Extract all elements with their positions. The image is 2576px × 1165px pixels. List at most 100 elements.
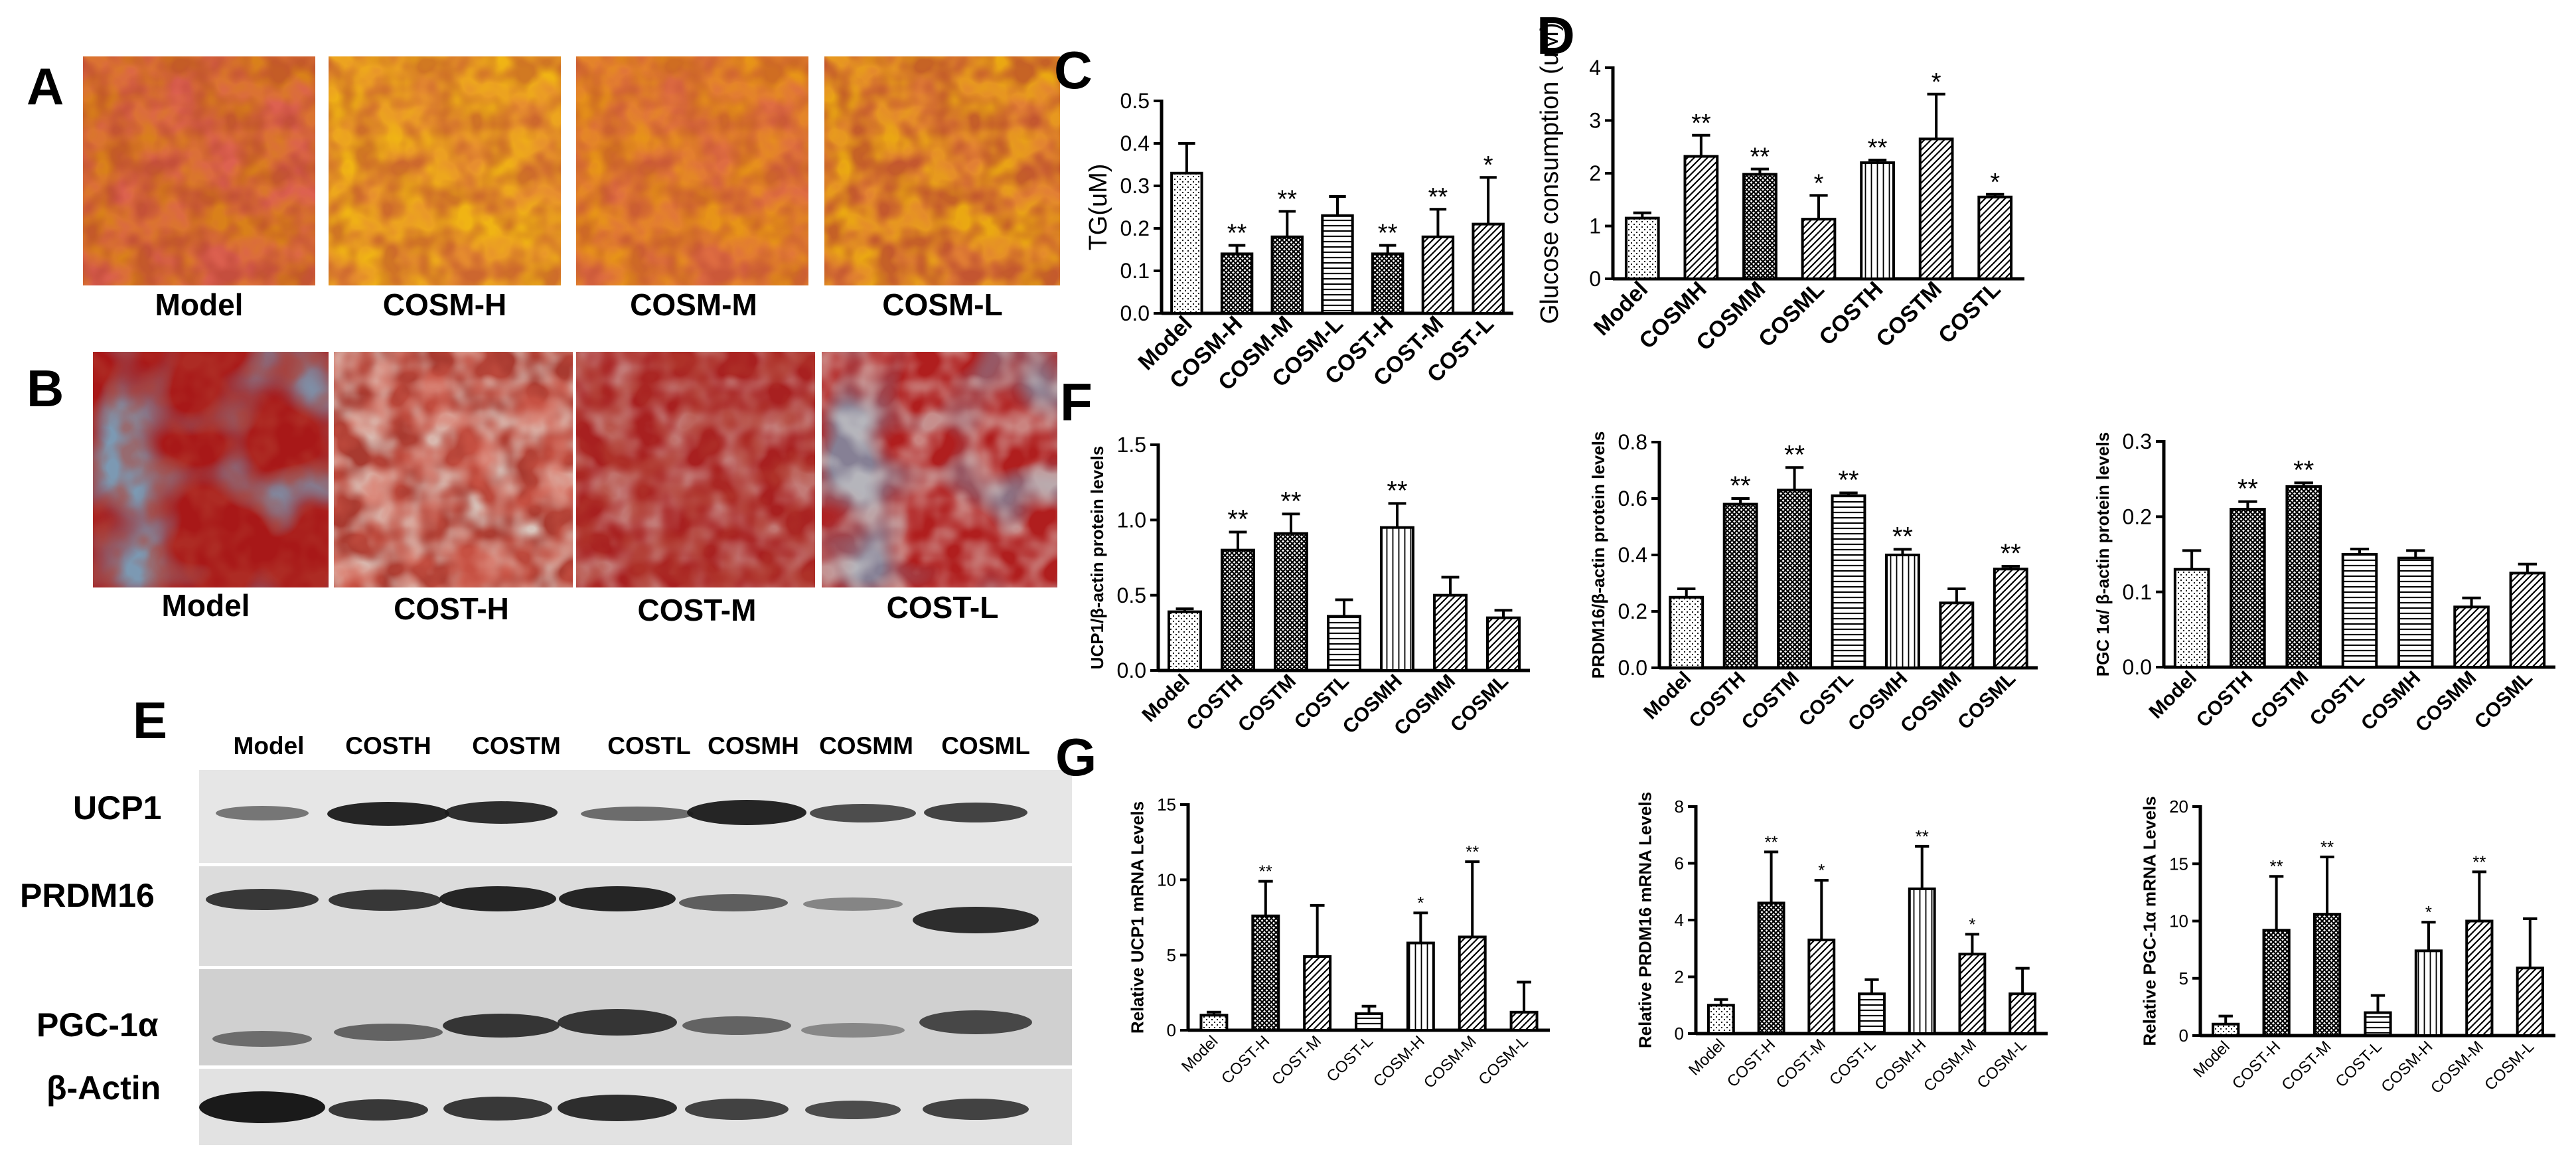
chart-c-tg: 0.00.10.20.30.40.5TG(uM)Model**COSM-H**C… <box>1085 89 1513 396</box>
significance-label: ** <box>1387 476 1407 505</box>
x-category-label: COST-H <box>1218 1032 1273 1087</box>
x-category-label: Model <box>2145 667 2201 724</box>
bar <box>2212 1022 2240 1037</box>
bar <box>1722 503 1758 669</box>
bar <box>1458 935 1487 1032</box>
significance-label: ** <box>1764 832 1778 852</box>
significance-label: ** <box>1227 505 1248 534</box>
bar <box>1303 955 1332 1032</box>
bar <box>2397 556 2434 668</box>
y-tick-label: 0.3 <box>1120 174 1150 198</box>
y-axis-label: Relative PRDM16 mRNA Levels <box>1635 792 1655 1048</box>
bar <box>1939 601 1975 669</box>
significance-label: ** <box>1378 220 1398 248</box>
lane-label-5: COSMH <box>708 732 799 759</box>
y-tick-label: 0 <box>2179 1026 2188 1046</box>
x-category-label: COSM-L <box>1973 1036 2030 1092</box>
micrograph-b-cost-m <box>576 352 815 587</box>
bar <box>2008 992 2037 1035</box>
caption-b-4: COST-L <box>886 590 999 625</box>
bar <box>2465 919 2494 1037</box>
y-tick-label: 0.0 <box>1618 656 1647 680</box>
x-category-label: COSML <box>1953 668 2020 734</box>
significance-label: ** <box>1466 842 1479 862</box>
x-category-label: COSTM <box>1871 277 1947 352</box>
x-category-label: COSMM <box>1896 668 1966 738</box>
bar <box>2509 572 2546 669</box>
bar <box>2364 1011 2392 1037</box>
bar <box>1801 218 1837 280</box>
significance-label: * <box>1483 151 1493 179</box>
x-category-label: Model <box>1685 1036 1728 1079</box>
y-tick-label: 0 <box>1167 1020 1176 1040</box>
x-category-label: COSTL <box>1933 277 2005 349</box>
panel-label-f: F <box>1060 372 1093 431</box>
caption-b-3: COST-M <box>637 593 757 627</box>
bar <box>1958 953 1987 1035</box>
significance-label: * <box>1932 68 1941 96</box>
y-tick-label: 0.0 <box>1120 301 1150 325</box>
x-category-label: Model <box>2190 1038 2233 1081</box>
bar <box>1486 616 1521 672</box>
bar <box>1274 532 1308 672</box>
significance-label: ** <box>1838 466 1858 495</box>
y-tick-label: 5 <box>2179 969 2188 988</box>
micrograph-b-cost-h <box>334 352 573 587</box>
x-category-label: COSM-M <box>2427 1038 2487 1097</box>
x-category-label: COST-H <box>2229 1038 2284 1093</box>
bar <box>1421 235 1455 315</box>
x-category-label: COSTM <box>1234 670 1300 737</box>
y-tick-label: 15 <box>2169 854 2188 874</box>
y-axis-label: PGC 1α/ β-actin protein levels <box>2093 432 2113 677</box>
y-tick-label: 0.2 <box>1120 216 1150 240</box>
y-tick-label: 0.3 <box>2123 429 2152 453</box>
x-category-label: COSTH <box>2192 667 2257 732</box>
y-tick-label: 4 <box>1675 910 1684 930</box>
significance-label: ** <box>2472 852 2486 872</box>
bar <box>1472 222 1505 315</box>
panel-label-e: E <box>133 691 168 749</box>
y-axis-label: Relative UCP1 mRNA Levels <box>1127 801 1147 1034</box>
significance-label: ** <box>2270 856 2283 876</box>
y-tick-label: 10 <box>1157 870 1176 890</box>
significance-label: ** <box>1916 826 1929 846</box>
bar <box>1908 887 1936 1035</box>
bar <box>1221 548 1255 672</box>
y-tick-label: 1.5 <box>1117 433 1146 457</box>
chart-f-pgc1a-protein: 0.0 0.1 0.2 0.3 PGC 1α/ β-actin protein leve… <box>2093 429 2555 736</box>
chart-g-ucp1-mrna: 0 5 10 15 Relative UCP1 mRNA Levels Model ** CO… <box>1127 795 1550 1092</box>
bar <box>2414 949 2443 1038</box>
bar <box>2230 508 2266 668</box>
y-tick-label: 0.0 <box>1117 659 1146 682</box>
caption-a-1: Model <box>155 287 244 322</box>
significance-label: ** <box>1259 862 1272 882</box>
panel-label-b: B <box>27 359 64 418</box>
y-tick-label: 4 <box>1589 56 1601 80</box>
y-tick-label: 2 <box>1675 967 1684 987</box>
bar <box>1807 938 1836 1035</box>
y-tick-label: 1 <box>1589 214 1601 238</box>
y-tick-label: 0.2 <box>1618 599 1647 623</box>
y-tick-label: 0.2 <box>2123 505 2152 529</box>
y-tick-label: 0 <box>1589 267 1601 291</box>
y-tick-label: 0.6 <box>1618 487 1647 510</box>
lane-label-7: COSML <box>941 732 1030 759</box>
bar <box>1918 137 1954 280</box>
x-category-label: COSM-H <box>2378 1038 2436 1096</box>
y-tick-label: 3 <box>1589 109 1601 133</box>
y-tick-label: 0.1 <box>1120 259 1150 283</box>
bar <box>1220 252 1254 315</box>
y-axis-label: Glucose consumption (uM) <box>1536 23 1564 324</box>
western-blot-image <box>199 770 1072 1145</box>
caption-b-2: COST-H <box>394 591 509 626</box>
bar <box>1624 216 1660 280</box>
y-tick-label: 0.5 <box>1117 583 1146 607</box>
significance-label: * <box>1814 169 1824 197</box>
x-category-label: COSM-L <box>2481 1038 2538 1094</box>
y-axis-label: PRDM16/β-actin protein levels <box>1588 431 1608 679</box>
micrograph-a-model <box>83 56 315 285</box>
blot-row-label-pgc1a: PGC-1α <box>37 1006 159 1044</box>
significance-label: ** <box>1280 487 1301 516</box>
bar <box>1885 554 1920 669</box>
significance-label: * <box>1417 893 1424 913</box>
